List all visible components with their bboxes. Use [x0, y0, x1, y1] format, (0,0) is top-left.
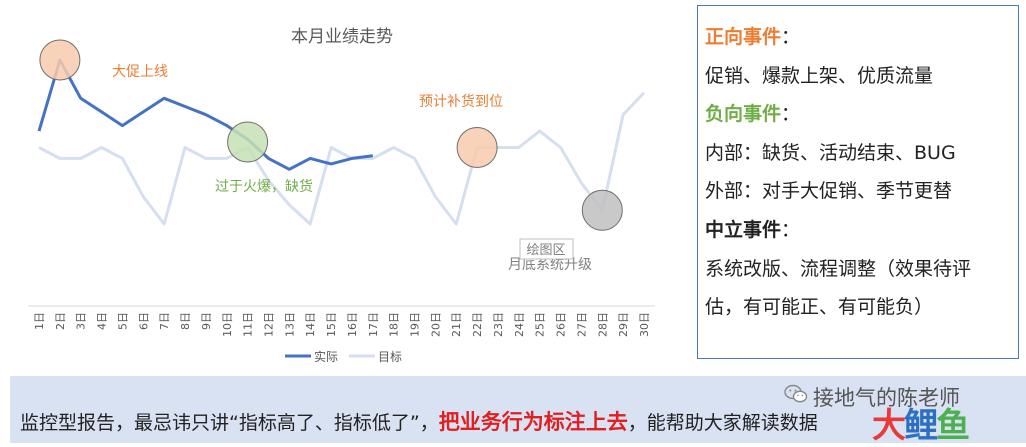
x-tick-label: 5日 — [116, 312, 129, 330]
caption-bar: 监控型报告，最忌讳只讲“指标高了、指标低了”，把业务行为标注上去，能帮助大家解读… — [10, 376, 1026, 443]
caption-after: ，能帮助大家解读数据 — [627, 412, 818, 434]
chart-title: 本月业绩走势 — [291, 27, 393, 47]
negative-external: 外部：对手大促销、季节更替 — [705, 180, 953, 203]
positive-title: 正向事件 — [705, 26, 782, 48]
positive-items: 促销、爆款上架、优质流量 — [705, 64, 934, 87]
caption-text: 监控型报告，最忌讳只讲“指标高了、指标低了”，把业务行为标注上去，能帮助大家解读… — [20, 406, 818, 436]
x-tick-label: 25日 — [534, 312, 547, 337]
x-tick-label: 4日 — [96, 312, 109, 330]
series-line-target — [38, 91, 646, 226]
annotation-marker — [227, 121, 269, 163]
x-tick-label: 17日 — [367, 312, 380, 337]
negative-internal: 内部：缺货、活动结束、BUG — [705, 141, 956, 164]
x-tick-label: 16日 — [346, 312, 359, 337]
annotation-marker — [456, 127, 498, 168]
logo-char-2: 鲤 — [904, 406, 938, 446]
legend-actual: 实际 — [314, 349, 338, 364]
plot-area-label: 绘图区 — [526, 243, 565, 258]
event-legend-panel: 正向事件： 促销、爆款上架、优质流量 负向事件： 内部：缺货、活动结束、BUG … — [697, 5, 1019, 359]
x-tick-label: 12日 — [263, 312, 276, 337]
positive-colon: ： — [781, 26, 801, 48]
negative-heading: 负向事件： — [705, 95, 1010, 134]
caption-highlight: 把业务行为标注上去 — [438, 410, 628, 434]
x-tick-label: 3日 — [75, 312, 88, 330]
x-tick-label: 2日 — [54, 312, 67, 330]
positive-heading: 正向事件： — [705, 18, 1010, 57]
caption-before: 监控型报告，最忌讳只讲“指标高了、指标低了”， — [20, 412, 439, 434]
x-tick-label: 23日 — [492, 312, 505, 337]
annotation-label: 预计补货到位 — [419, 93, 503, 110]
x-tick-label: 9日 — [200, 312, 213, 330]
neutral-line-1: 系统改版、流程调整（效果待评 — [705, 257, 972, 280]
plot-area-tooltip: 绘图区 — [519, 238, 574, 260]
watermark-logo: 大鲤鱼 — [872, 398, 970, 447]
annotation-label: 月底系统升级 — [508, 257, 592, 273]
annotation-marker — [581, 189, 623, 231]
annotation-marker — [39, 39, 81, 81]
x-tick-label: 21日 — [450, 312, 463, 337]
x-tick-label: 29日 — [617, 312, 630, 337]
series-actual — [37, 58, 373, 171]
x-tick-label: 24日 — [513, 312, 526, 337]
x-tick-label: 18日 — [388, 312, 401, 337]
negative-colon: ： — [781, 103, 801, 126]
x-tick-label: 8日 — [179, 312, 192, 330]
x-tick-label: 6日 — [137, 312, 150, 330]
neutral-colon: ： — [781, 218, 801, 241]
x-tick-label: 19日 — [409, 312, 422, 337]
x-tick-label: 11日 — [242, 312, 255, 337]
neutral-heading: 中立事件： — [705, 211, 1010, 250]
x-tick-label: 20日 — [429, 312, 442, 337]
legend-target: 目标 — [378, 350, 402, 364]
x-tick-label: 15日 — [325, 312, 338, 337]
annotation-label: 过于火爆，缺货 — [215, 178, 313, 195]
neutral-line-2: 估，有可能正、有可能负） — [705, 296, 934, 319]
logo-char-1: 大 — [872, 406, 906, 446]
negative-title: 负向事件 — [705, 103, 782, 126]
logo-char-3: 鱼 — [936, 406, 970, 446]
x-tick-label: 28日 — [596, 312, 609, 337]
x-tick-label: 26日 — [555, 312, 568, 337]
x-tick-label: 10日 — [221, 312, 234, 337]
watermark-brand: 接地气的陈老师 — [813, 386, 960, 410]
x-tick-label: 13日 — [283, 312, 296, 337]
x-tick-label: 7日 — [158, 312, 171, 330]
legend: 实际 目标 — [285, 349, 402, 364]
series-target — [38, 91, 646, 226]
x-axis-ticks: 1日 2日 3日 4日 5日 6日 7日 8日 9日 10日 11日 12日 13日 14日 15日 16日 1… — [33, 312, 651, 337]
wechat-icon — [784, 384, 808, 403]
x-tick-label: 27日 — [575, 312, 588, 337]
x-tick-label: 30日 — [638, 312, 651, 337]
annotation-label: 大促上线 — [112, 64, 168, 80]
neutral-title: 中立事件 — [705, 218, 782, 241]
x-tick-label: 14日 — [304, 312, 317, 337]
x-tick-label: 1日 — [33, 312, 46, 330]
series-line-actual — [37, 58, 373, 171]
x-tick-label: 22日 — [471, 312, 484, 337]
